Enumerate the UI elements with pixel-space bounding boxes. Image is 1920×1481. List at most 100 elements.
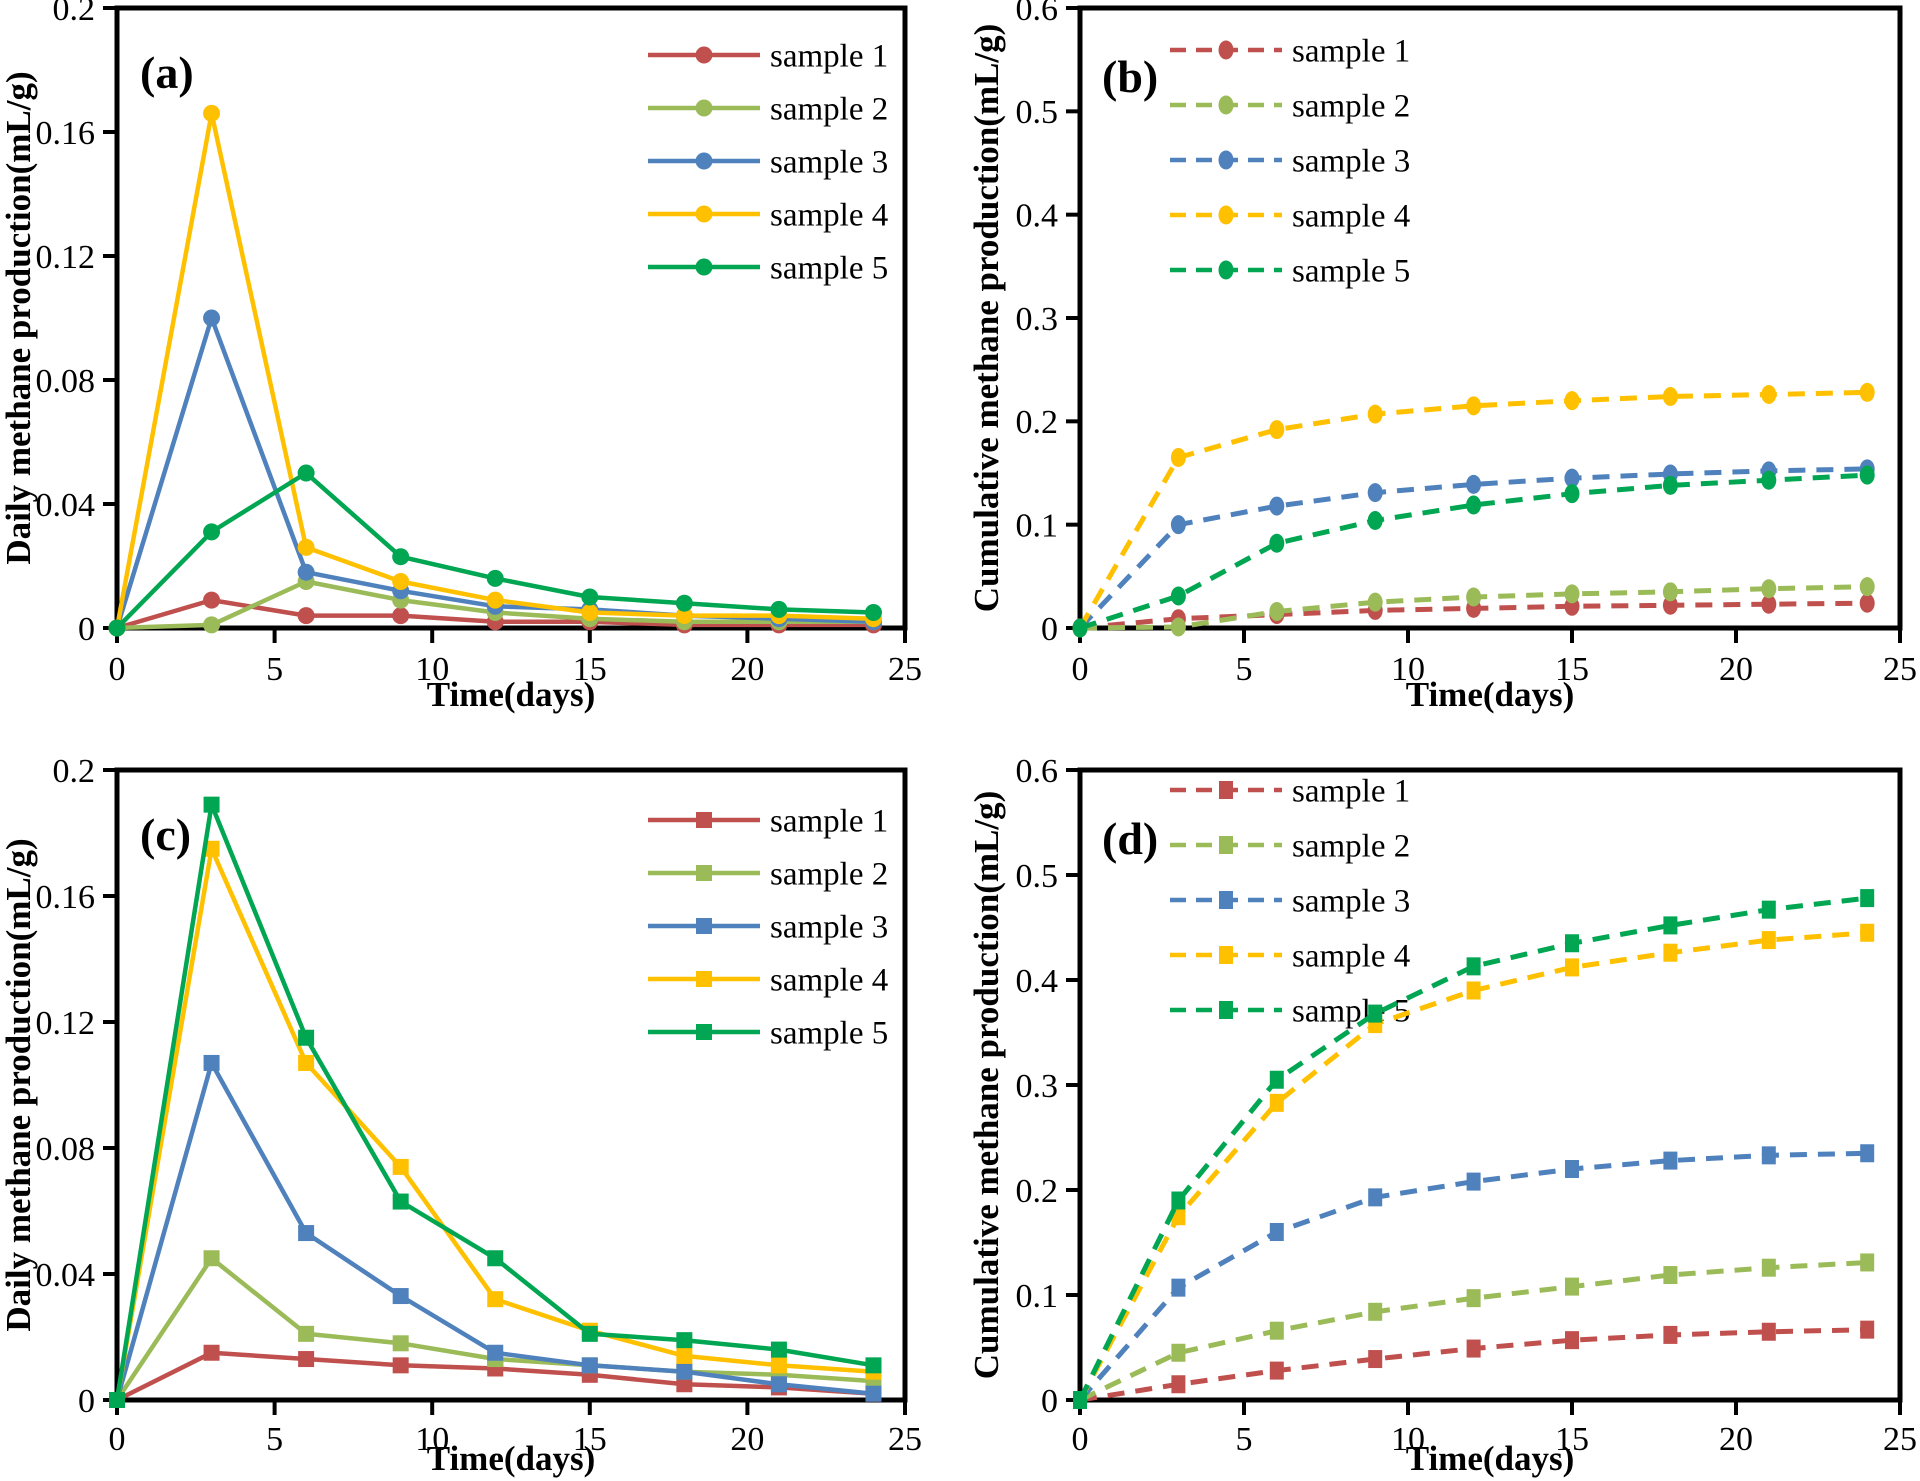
data-point xyxy=(487,1250,504,1267)
series-d-sample-1 xyxy=(1073,1320,1875,1409)
legend-item-sample-3: sample 3 xyxy=(648,145,888,181)
data-point xyxy=(1564,484,1580,504)
x-tick-label: 10 xyxy=(1391,651,1425,688)
legend-label: sample 1 xyxy=(1292,34,1410,70)
y-tick-label: 0.04 xyxy=(36,1257,96,1294)
legend-item-sample-1: sample 1 xyxy=(648,804,888,840)
data-point xyxy=(1565,1160,1579,1178)
data-point xyxy=(1761,594,1777,614)
data-point xyxy=(1072,618,1088,638)
legend-marker xyxy=(695,205,713,223)
data-point xyxy=(298,1029,315,1046)
legend-item-sample-3: sample 3 xyxy=(1170,144,1410,180)
data-point xyxy=(1269,496,1285,516)
data-point xyxy=(1761,384,1777,404)
y-axis-label-a: Daily methane production(mL/g) xyxy=(0,71,38,564)
data-point xyxy=(1269,420,1285,440)
y-tick-label: 0.2 xyxy=(53,753,96,790)
data-point xyxy=(1662,595,1678,615)
y-axis-label-c: Daily methane production(mL/g) xyxy=(0,838,38,1331)
legend-label: sample 3 xyxy=(770,145,888,181)
y-tick-label: 0.2 xyxy=(53,0,96,28)
data-point xyxy=(1466,587,1482,607)
legend-label: sample 4 xyxy=(770,198,888,234)
y-tick-label: 0.2 xyxy=(1016,1173,1059,1210)
data-point xyxy=(1367,592,1383,612)
data-point xyxy=(770,1341,787,1358)
legend-marker xyxy=(695,46,713,64)
x-tick-label: 25 xyxy=(888,651,922,688)
data-point xyxy=(487,1344,504,1361)
data-point xyxy=(298,1325,315,1342)
data-point xyxy=(298,1225,315,1242)
legend-item-sample-2: sample 2 xyxy=(1170,89,1410,125)
x-tick-label: 20 xyxy=(730,651,764,688)
data-point xyxy=(1761,900,1776,919)
y-tick-label: 0.1 xyxy=(1016,1278,1059,1315)
data-point xyxy=(1662,582,1678,602)
x-tick-label: 10 xyxy=(1391,1421,1425,1458)
data-point xyxy=(1466,396,1482,416)
series-a-sample-4 xyxy=(108,104,882,637)
data-point xyxy=(865,1357,882,1374)
data-point xyxy=(1564,584,1580,604)
data-point xyxy=(1269,1321,1284,1340)
legend-marker xyxy=(696,812,712,828)
data-point xyxy=(770,1376,787,1393)
y-tick-label: 0.1 xyxy=(1016,508,1059,545)
y-tick-label: 0.6 xyxy=(1016,753,1059,790)
data-point xyxy=(1761,579,1777,599)
legend-marker xyxy=(696,918,712,934)
y-tick-label: 0 xyxy=(78,1383,95,1420)
data-point xyxy=(1859,577,1875,597)
x-tick-label: 25 xyxy=(888,1421,922,1458)
data-point xyxy=(1761,1322,1776,1341)
data-point xyxy=(1860,923,1875,942)
legend-c: sample 1 sample 2 sample 3 sample 4 sample 5 xyxy=(648,804,888,1052)
series-d-sample-4 xyxy=(1073,923,1875,1409)
y-tick-label: 0.16 xyxy=(36,115,96,152)
data-point xyxy=(1466,1172,1481,1191)
legend-label: sample 4 xyxy=(1292,199,1410,235)
data-point xyxy=(1170,617,1186,637)
y-tick-label: 0.6 xyxy=(1016,0,1059,28)
legend-marker xyxy=(696,865,712,881)
series-line xyxy=(1078,1260,1868,1403)
x-tick-label: 25 xyxy=(1883,651,1917,688)
legend-marker xyxy=(1218,150,1234,170)
y-tick-label: 0.04 xyxy=(36,487,96,524)
x-axis-label-c: Time(days) xyxy=(427,1439,596,1478)
x-tick-label: 10 xyxy=(415,1421,449,1458)
data-point xyxy=(392,1335,409,1352)
data-point xyxy=(1859,465,1875,485)
legend-label: sample 1 xyxy=(1292,774,1410,810)
data-point xyxy=(392,607,410,625)
x-tick-label: 5 xyxy=(1236,1421,1253,1458)
data-point xyxy=(1662,475,1678,495)
panel-d: 0 0.1 0.2 0.3 0.4 0.5 0.6 0 5 10 15 20 25 Time(days) C… xyxy=(967,753,1917,1478)
legend-label: sample 5 xyxy=(770,251,888,287)
data-point xyxy=(1171,1343,1186,1362)
legend-marker xyxy=(1218,205,1234,225)
y-tick-label: 0.16 xyxy=(36,879,96,916)
data-point xyxy=(297,538,315,556)
y-tick-label: 0.5 xyxy=(1016,858,1059,895)
legend-label: sample 3 xyxy=(1292,884,1410,920)
data-point xyxy=(486,569,504,587)
data-point xyxy=(1663,1325,1678,1344)
panel-c: 0 0.04 0.08 0.12 0.16 0.2 0 5 10 15 20 25 Time(days)… xyxy=(0,753,922,1478)
legend-item-sample-5: sample 5 xyxy=(648,251,888,287)
data-point xyxy=(1368,1004,1383,1023)
y-tick-label: 0.4 xyxy=(1016,963,1059,1000)
data-point xyxy=(1466,981,1481,1000)
legend-label: sample 2 xyxy=(770,857,888,893)
data-point xyxy=(1269,1223,1284,1241)
data-point xyxy=(1565,1331,1579,1350)
x-tick-label: 15 xyxy=(1555,1421,1589,1458)
data-point xyxy=(1761,931,1776,950)
x-tick-label: 5 xyxy=(1236,651,1253,688)
series-line xyxy=(115,1256,874,1402)
data-point xyxy=(1663,1151,1678,1170)
legend-label: sample 2 xyxy=(1292,89,1410,125)
